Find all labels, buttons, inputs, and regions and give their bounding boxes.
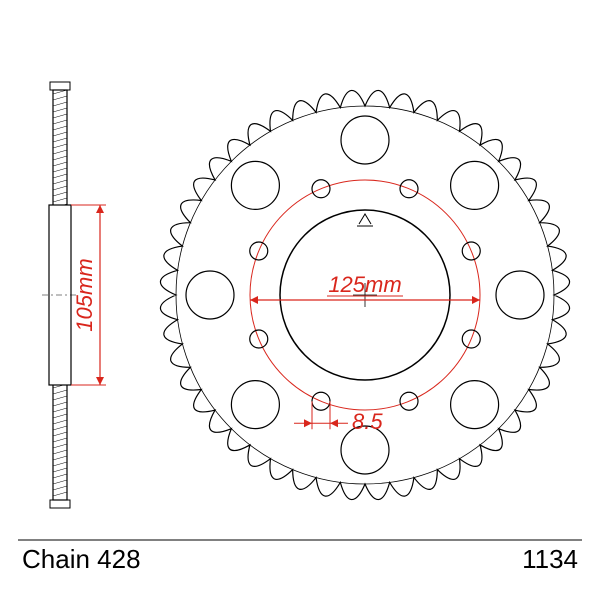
hatch: [53, 180, 67, 184]
weight-hole: [231, 161, 279, 209]
dim-label-height: 105mm: [72, 258, 97, 331]
hatch: [53, 492, 67, 496]
dim-label-bcd: 125mm: [328, 272, 401, 297]
arrowhead: [472, 296, 480, 304]
hatch: [53, 456, 67, 460]
weight-hole: [496, 271, 544, 319]
key-mark: [357, 214, 373, 226]
hatch: [53, 420, 67, 424]
weight-hole: [451, 381, 499, 429]
hatch: [53, 414, 67, 418]
hatch: [53, 186, 67, 190]
hatch: [53, 198, 67, 202]
arrowhead: [250, 296, 258, 304]
hatch: [53, 108, 67, 112]
hatch: [53, 132, 67, 136]
hatch: [53, 390, 67, 394]
hatch: [53, 192, 67, 196]
hatch: [53, 168, 67, 172]
hatch: [53, 138, 67, 142]
hatch: [53, 126, 67, 130]
hatch: [53, 480, 67, 484]
hatch: [53, 174, 67, 178]
hatch: [53, 486, 67, 490]
hatch: [53, 102, 67, 106]
weight-hole: [186, 271, 234, 319]
arrowhead: [96, 205, 104, 213]
arrowhead: [330, 419, 338, 427]
hatch: [53, 408, 67, 412]
sprocket-technical-drawing: 125mm 8.5 105mm Chain 428 1134: [0, 0, 600, 600]
hatch: [53, 462, 67, 466]
hatch: [53, 426, 67, 430]
hatch: [53, 162, 67, 166]
hatch: [53, 444, 67, 448]
hatch: [53, 156, 67, 160]
hatch: [53, 114, 67, 118]
arrowhead: [96, 377, 104, 385]
chain-label: Chain 428: [22, 544, 141, 574]
hatch: [53, 150, 67, 154]
hatch: [53, 396, 67, 400]
arrowhead: [304, 419, 312, 427]
weight-hole: [451, 161, 499, 209]
hatch: [53, 96, 67, 100]
profile-tooth: [50, 500, 70, 508]
hatch: [53, 144, 67, 148]
hatch: [53, 450, 67, 454]
hatch: [53, 474, 67, 478]
profile-tooth: [50, 82, 70, 90]
hatch: [53, 120, 67, 124]
hatch: [53, 468, 67, 472]
hatch: [53, 402, 67, 406]
hatch: [53, 438, 67, 442]
dim-label-bolt: 8.5: [352, 409, 383, 434]
hatch: [53, 432, 67, 436]
weight-hole: [341, 116, 389, 164]
weight-hole: [231, 381, 279, 429]
part-number: 1134: [522, 544, 578, 574]
